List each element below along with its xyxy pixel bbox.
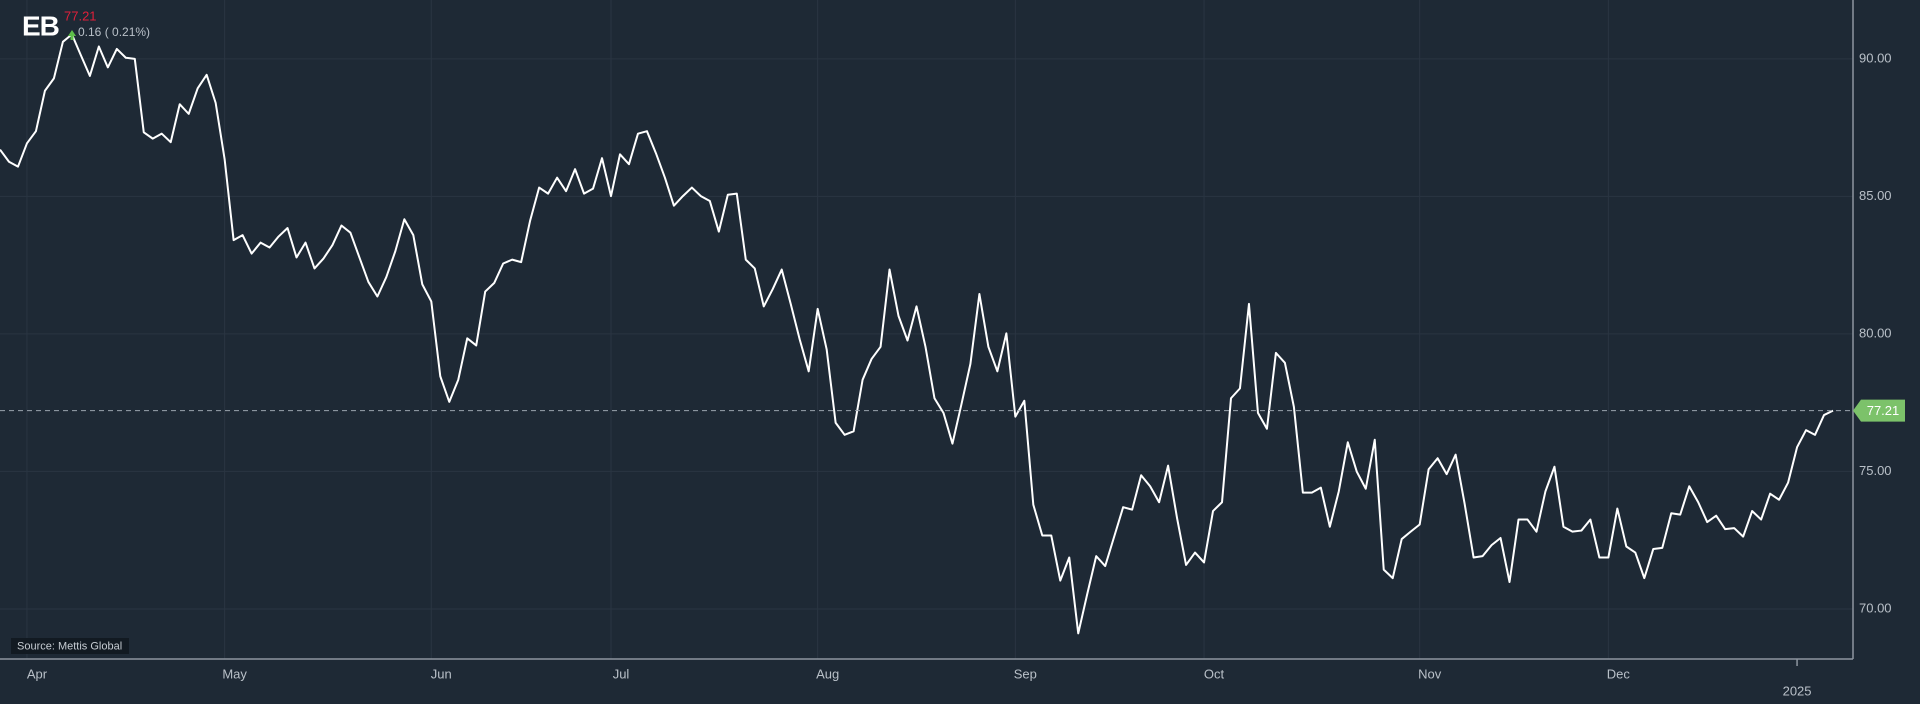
y-tick-label: 80.00 xyxy=(1859,325,1892,340)
last-value-tag xyxy=(1853,399,1905,422)
x-tick-label: Nov xyxy=(1418,666,1442,681)
x-tick-label: Sep xyxy=(1014,666,1037,681)
x-tick-label: Dec xyxy=(1607,666,1631,681)
last-value-label: 77.21 xyxy=(1867,403,1900,418)
y-tick-label: 85.00 xyxy=(1859,188,1892,203)
source-label: Source: Mettis Global xyxy=(17,640,122,652)
ticker-logo: EB xyxy=(22,10,59,41)
price-change: 0.16 ( 0.21%) xyxy=(78,25,150,39)
x-tick-label: Jul xyxy=(613,666,630,681)
x-year-label: 2025 xyxy=(1783,683,1812,698)
price: 77.21 xyxy=(64,8,97,23)
x-tick-label: Aug xyxy=(816,666,839,681)
up-arrow xyxy=(68,30,76,40)
y-tick-label: 90.00 xyxy=(1859,50,1892,65)
plot-area xyxy=(0,0,1853,659)
x-tick-label: Apr xyxy=(27,666,48,681)
y-tick-label: 70.00 xyxy=(1859,600,1892,615)
source-box xyxy=(11,638,129,654)
x-tick-label: May xyxy=(222,666,247,681)
x-tick-label: Oct xyxy=(1204,666,1225,681)
price-line xyxy=(0,33,1834,635)
y-tick-label: 75.00 xyxy=(1859,463,1892,478)
x-tick-label: Jun xyxy=(431,666,452,681)
